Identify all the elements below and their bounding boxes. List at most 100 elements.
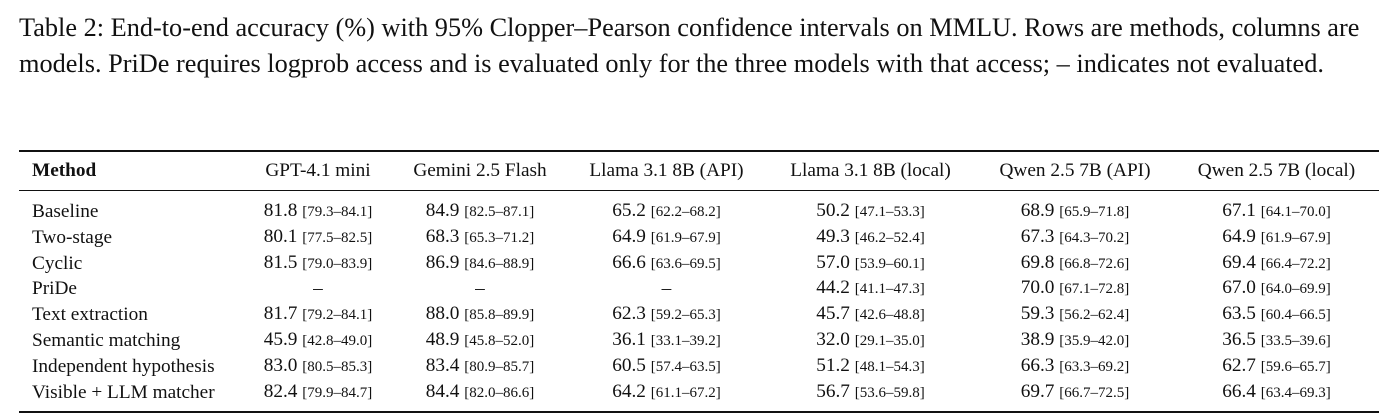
confidence-interval: [61.9–67.9] xyxy=(650,229,721,246)
table-row: Visible + LLM matcher 82.4 [79.9–84.7] 84.… xyxy=(19,380,1379,413)
accuracy-value: 67.3 xyxy=(1020,225,1055,247)
confidence-interval: [57.4–63.5] xyxy=(650,358,721,375)
accuracy-value: 32.0 xyxy=(816,328,850,350)
table-row: PriDe – – –44.2 [41.1–47.3] 70.0 [67.1–72.8]… xyxy=(19,276,1379,302)
method-name-cell: Two-stage xyxy=(32,226,113,248)
table-caption: Table 2: End-to-end accuracy (%) with 95… xyxy=(19,13,1360,78)
confidence-interval: [66.4–72.2] xyxy=(1260,255,1331,272)
accuracy-cell: 62.3 [59.2–65.3] xyxy=(568,302,765,328)
confidence-interval: [33.1–39.2] xyxy=(650,332,721,349)
accuracy-value: 50.2 xyxy=(816,200,850,221)
accuracy-value: 66.3 xyxy=(1020,354,1055,376)
accuracy-cell: 44.2 [41.1–47.3] xyxy=(765,276,976,302)
accuracy-value: 83.4 xyxy=(425,354,460,376)
method-name-cell: Independent hypothesis xyxy=(32,355,215,377)
confidence-interval: [80.9–85.7] xyxy=(464,358,535,375)
accuracy-cell: 38.9 [35.9–42.0] xyxy=(976,328,1174,354)
accuracy-value: 59.3 xyxy=(1020,303,1055,325)
accuracy-value: 64.9 xyxy=(612,225,646,247)
confidence-interval: [77.5–82.5] xyxy=(302,229,373,246)
accuracy-value: 82.4 xyxy=(263,380,298,402)
header-row: Method GPT-4.1 mini Gemini 2.5 Flash Lla… xyxy=(19,151,1379,191)
accuracy-value: 86.9 xyxy=(425,251,460,273)
confidence-interval: [67.1–72.8] xyxy=(1059,281,1130,298)
accuracy-cell: 66.4 [63.4–69.3] xyxy=(1174,380,1379,413)
accuracy-cell: 45.9 [42.8–49.0] xyxy=(244,328,392,354)
confidence-interval: [64.0–69.9] xyxy=(1260,281,1331,298)
accuracy-value: 60.5 xyxy=(612,354,646,376)
not-evaluated-dash: – xyxy=(661,278,672,300)
accuracy-value: 64.2 xyxy=(612,380,646,402)
confidence-interval: [65.9–71.8] xyxy=(1059,204,1130,220)
column-header-model: Qwen 2.5 7B (local) xyxy=(1197,160,1356,181)
confidence-interval: [82.0–86.6] xyxy=(464,384,535,401)
accuracy-value: 51.2 xyxy=(816,354,850,376)
accuracy-cell: 69.4 [66.4–72.2] xyxy=(1174,251,1379,277)
accuracy-cell: 56.7 [53.6–59.8] xyxy=(765,380,976,413)
not-evaluated-dash: – xyxy=(475,278,485,300)
accuracy-value: 56.7 xyxy=(816,380,850,402)
confidence-interval: [63.6–69.5] xyxy=(650,255,721,272)
accuracy-cell: 64.2 [61.1–67.2] xyxy=(568,380,765,413)
confidence-interval: [79.3–84.1] xyxy=(302,204,373,220)
confidence-interval: [35.9–42.0] xyxy=(1059,332,1130,349)
method-name-cell: PriDe xyxy=(32,278,77,300)
accuracy-cell: 69.7 [66.7–72.5] xyxy=(976,380,1174,413)
accuracy-cell: 45.7 [42.6–48.8] xyxy=(765,302,976,328)
accuracy-cell: – xyxy=(568,276,765,302)
accuracy-cell: 63.5 [60.4–66.5] xyxy=(1174,302,1379,328)
accuracy-value: 69.4 xyxy=(1222,251,1256,273)
accuracy-value: 44.2 xyxy=(816,277,850,299)
confidence-interval: [66.7–72.5] xyxy=(1059,384,1130,401)
confidence-interval: [45.8–52.0] xyxy=(464,332,535,349)
accuracy-cell: 82.4 [79.9–84.7] xyxy=(244,380,392,413)
confidence-interval: [63.4–69.3] xyxy=(1260,384,1331,401)
accuracy-value: 84.4 xyxy=(425,380,460,402)
accuracy-value: 62.3 xyxy=(612,303,646,325)
confidence-interval: [46.2–52.4] xyxy=(854,229,925,246)
accuracy-value: 81.5 xyxy=(263,251,298,273)
column-header-method: Method xyxy=(32,160,97,181)
confidence-interval: [66.8–72.6] xyxy=(1059,255,1130,272)
column-header-model: Gemini 2.5 Flash xyxy=(413,160,547,181)
accuracy-value: 38.9 xyxy=(1020,328,1055,350)
accuracy-value: 81.7 xyxy=(263,303,298,325)
accuracy-cell: 64.9 [61.9–67.9] xyxy=(1174,225,1379,251)
results-table: Method GPT-4.1 mini Gemini 2.5 Flash Lla… xyxy=(19,150,1379,413)
method-name-cell: Visible + LLM matcher xyxy=(32,381,215,403)
accuracy-value: 48.9 xyxy=(425,328,460,350)
accuracy-cell: 57.0 [53.9–60.1] xyxy=(765,251,976,277)
accuracy-value: 84.9 xyxy=(425,200,460,221)
accuracy-value: 62.7 xyxy=(1222,354,1256,376)
confidence-interval: [47.1–53.3] xyxy=(854,204,925,220)
accuracy-cell: 49.3 [46.2–52.4] xyxy=(765,225,976,251)
accuracy-value: 57.0 xyxy=(816,251,850,273)
accuracy-value: 65.2 xyxy=(612,200,646,221)
accuracy-cell: 60.5 [57.4–63.5] xyxy=(568,354,765,380)
accuracy-value: 81.8 xyxy=(263,200,298,221)
confidence-interval: [79.2–84.1] xyxy=(302,307,373,324)
accuracy-value: 67.0 xyxy=(1222,277,1256,299)
accuracy-value: 45.7 xyxy=(816,303,850,325)
confidence-interval: [42.6–48.8] xyxy=(854,307,925,324)
accuracy-cell: 67.3 [64.3–70.2] xyxy=(976,225,1174,251)
accuracy-cell: 68.3 [65.3–71.2] xyxy=(392,225,568,251)
accuracy-cell: 36.5 [33.5–39.6] xyxy=(1174,328,1379,354)
accuracy-value: 67.1 xyxy=(1222,200,1256,221)
accuracy-cell: 62.7 [59.6–65.7] xyxy=(1174,354,1379,380)
accuracy-value: 64.9 xyxy=(1222,225,1256,247)
method-name-cell: Semantic matching xyxy=(32,329,181,351)
accuracy-cell: 84.9 [82.5–87.1] xyxy=(392,191,568,225)
confidence-interval: [84.6–88.9] xyxy=(464,255,535,272)
confidence-interval: [53.9–60.1] xyxy=(854,255,925,272)
accuracy-value: 49.3 xyxy=(816,225,850,247)
accuracy-cell: 70.0 [67.1–72.8] xyxy=(976,276,1174,302)
accuracy-value: 45.9 xyxy=(263,328,298,350)
confidence-interval: [41.1–47.3] xyxy=(854,281,925,298)
accuracy-cell: 48.9 [45.8–52.0] xyxy=(392,328,568,354)
confidence-interval: [33.5–39.6] xyxy=(1260,332,1331,349)
table-row: Two-stage 80.1 [77.5–82.5] 68.3 [65.3–71.2… xyxy=(19,225,1379,251)
accuracy-value: 66.4 xyxy=(1222,380,1256,402)
table-row: Baseline 81.8 [79.3–84.1] 84.9 [82.5–87.1]… xyxy=(19,191,1379,225)
table-row: Text extraction 81.7 [79.2–84.1] 88.0 [85.… xyxy=(19,302,1379,328)
